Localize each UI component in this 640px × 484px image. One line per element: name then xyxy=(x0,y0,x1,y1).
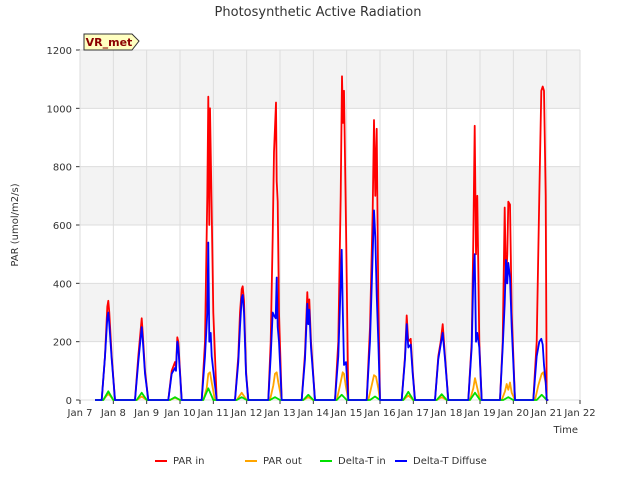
series-line-delta-t-diffuse xyxy=(95,209,549,401)
x-tick-label: Jan 17 xyxy=(397,408,429,419)
y-tick-label: 0 xyxy=(66,396,72,407)
x-tick-label: Jan 9 xyxy=(133,408,159,419)
y-tick-label: 200 xyxy=(53,338,72,349)
y-tick-label: 1200 xyxy=(47,46,72,57)
site-badge-label: VR_met xyxy=(86,36,133,49)
y-tick-label: 800 xyxy=(53,163,72,174)
legend-label-delta-t-in: Delta-T in xyxy=(338,456,386,467)
y-axis-label: PAR (umol/m2/s) xyxy=(10,183,21,266)
legend-label-par-out: PAR out xyxy=(263,456,302,467)
x-tick-label: Jan 15 xyxy=(330,408,362,419)
series-line-delta-t-in xyxy=(95,387,548,401)
x-tick-label: Jan 14 xyxy=(297,408,329,419)
chart-title: Photosynthetic Active Radiation xyxy=(215,5,422,20)
x-tick-label: Jan 16 xyxy=(363,408,395,419)
site-badge-box xyxy=(83,33,140,51)
x-tick-label: Jan 11 xyxy=(197,408,229,419)
y-axis: 0 200 400 600 800 1000 1200 xyxy=(47,46,580,407)
site-badge: VR_met xyxy=(83,33,140,51)
x-tick-label: Jan 22 xyxy=(563,408,595,419)
legend-label-delta-t-diffuse: Delta-T Diffuse xyxy=(413,456,487,467)
y-tick-label: 400 xyxy=(53,279,72,290)
x-tick-label: Jan 18 xyxy=(430,408,462,419)
series-layer xyxy=(95,75,549,401)
x-tick-label: Jan 8 xyxy=(100,408,126,419)
plot-band xyxy=(80,50,580,109)
y-tick-label: 1000 xyxy=(47,104,72,115)
x-tick-label: Jan 12 xyxy=(230,408,262,419)
y-tick-label: 600 xyxy=(53,221,72,232)
x-tick-label: Jan 13 xyxy=(263,408,295,419)
x-tick-label: Jan 19 xyxy=(463,408,495,419)
x-tick-label: Jan 21 xyxy=(530,408,562,419)
plot-band xyxy=(80,283,580,342)
x-tick-label: Jan 7 xyxy=(67,408,93,419)
legend: PAR in PAR out Delta-T in Delta-T Diffuse xyxy=(155,456,487,467)
x-tick-label: Jan 10 xyxy=(163,408,195,419)
plot-band xyxy=(80,166,580,225)
x-tick-label: Jan 20 xyxy=(497,408,529,419)
x-axis-label: Time xyxy=(553,425,578,436)
legend-label-par-in: PAR in xyxy=(173,456,204,467)
